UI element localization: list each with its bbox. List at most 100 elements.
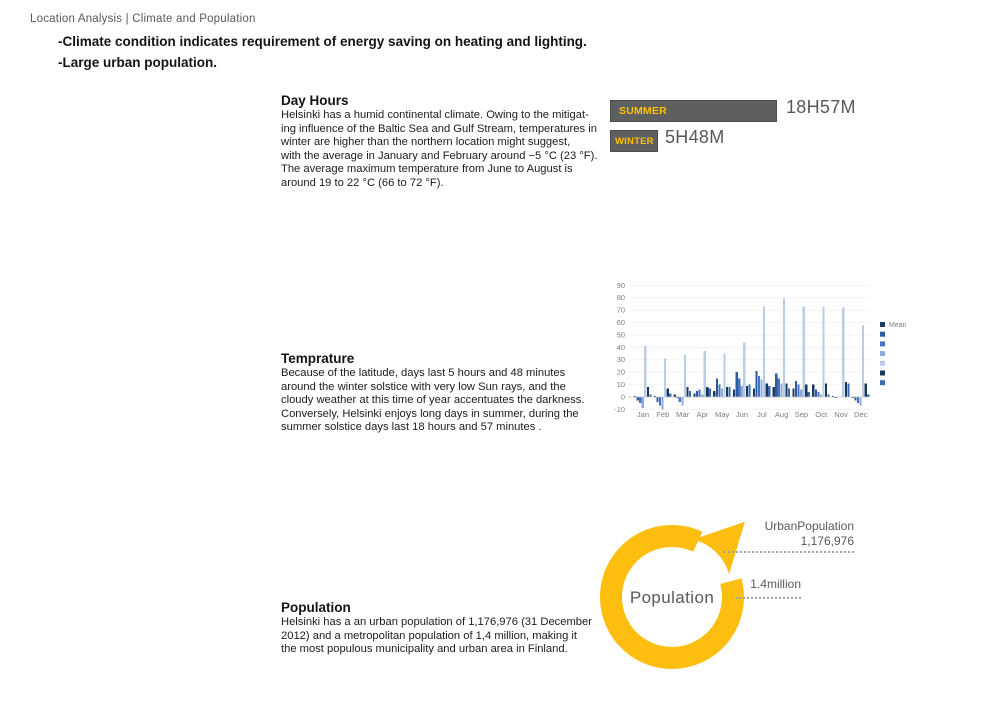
bar: [644, 346, 647, 397]
x-tick-label: Nov: [834, 410, 848, 419]
text-line: Helsinki has a an urban population of 1,…: [281, 616, 592, 628]
population-donut-chart: [599, 521, 745, 669]
bar: [832, 395, 835, 397]
bar: [807, 392, 810, 397]
text-line: winter are higher than the northern loca…: [281, 136, 571, 148]
bar: [787, 388, 791, 397]
bar: [693, 393, 696, 397]
text-line: Because of the latitude, days last 5 hou…: [281, 367, 566, 379]
donut-arrow-wedge: [693, 521, 745, 575]
bar: [752, 388, 755, 397]
temperature-body: Because of the latitude, days last 5 hou…: [281, 367, 616, 435]
bar: [728, 387, 731, 397]
bar: [688, 390, 692, 397]
bar: [720, 388, 724, 397]
summer-daylight-value: 18H57M: [786, 97, 856, 117]
legend-swatch: [880, 322, 885, 327]
y-tick-label: 20: [617, 368, 625, 377]
x-tick-label: Sep: [795, 410, 809, 419]
bar: [713, 390, 716, 397]
winter-daylight-value: 5H48M: [665, 127, 725, 147]
day-hours-heading: Day Hours: [281, 93, 349, 108]
bar: [780, 383, 783, 397]
bar: [760, 379, 763, 397]
summer-bar-label: SUMMER: [619, 105, 667, 117]
legend-swatch: [880, 331, 885, 337]
bar: [864, 383, 867, 397]
x-tick-label: May: [715, 410, 730, 419]
dotted-leader-urban: [723, 543, 854, 553]
summer-daylight-bar: SUMMER: [610, 100, 777, 122]
section-temperature: Temprature Because of the latitude, days…: [281, 351, 616, 435]
callout-metro-population: 1.4million: [750, 577, 801, 591]
bar: [636, 397, 639, 401]
bar: [718, 384, 721, 397]
bar: [701, 394, 704, 397]
bar: [661, 397, 664, 410]
x-tick-label: Oct: [815, 410, 828, 419]
text-line: cloudy weather at this time of year acce…: [281, 394, 585, 406]
bar: [775, 373, 778, 397]
text-line: The average maximum temperature from Jun…: [281, 163, 573, 175]
bar: [800, 389, 803, 397]
text-line: 2012) and a metropolitan population of 1…: [281, 629, 578, 642]
bar: [681, 397, 684, 406]
bar: [859, 397, 862, 406]
text-line: around the winter solstice with very low…: [281, 380, 566, 393]
bar: [854, 397, 857, 401]
bar: [673, 394, 676, 397]
bar: [748, 384, 751, 397]
bar: [695, 390, 699, 397]
x-tick-label: Jan: [637, 410, 649, 419]
bar: [646, 387, 649, 397]
bar: [805, 384, 808, 397]
population-body: Helsinki has a an urban population of 1,…: [281, 616, 616, 657]
bar: [735, 372, 738, 397]
bar: [797, 384, 800, 397]
bar: [755, 370, 758, 397]
y-tick-label: 30: [617, 355, 625, 364]
temperature-heading: Temprature: [281, 351, 355, 366]
x-tick-label: Jun: [736, 410, 748, 419]
bar: [703, 351, 706, 397]
text-line: Helsinki has a humid continental climate…: [281, 109, 589, 121]
bar: [842, 307, 845, 397]
y-tick-label: 40: [617, 343, 625, 352]
section-population: Population Helsinki has a an urban popul…: [281, 600, 616, 657]
bar: [658, 397, 662, 406]
bar: [698, 389, 701, 397]
bar: [641, 397, 644, 409]
legend-swatch: [880, 360, 885, 366]
bar: [834, 397, 837, 399]
donut-ring: [599, 524, 744, 669]
text-line: around 19 to 22 °C (66 to 72 °F).: [281, 176, 444, 189]
bar: [708, 388, 711, 397]
bar: [844, 382, 847, 397]
x-tick-label: Dec: [854, 410, 868, 419]
bar: [745, 385, 748, 397]
y-tick-label: 50: [617, 330, 625, 339]
bar: [822, 306, 825, 397]
legend-swatch: [880, 351, 885, 357]
bar: [656, 397, 659, 402]
bar: [676, 397, 679, 399]
monthly-climate-bar-chart: 90 80 70 60 50 40 30 20 10 0 -10 Jan Feb Mar Apr May Jun…: [614, 281, 906, 419]
urban-population-value: 1,176,976: [800, 533, 854, 548]
urban-population-label: UrbanPopulation: [764, 519, 854, 533]
bar: [782, 297, 785, 397]
bar: [738, 378, 741, 397]
callout-urban-population: UrbanPopulation 1,176,976: [700, 519, 854, 548]
winter-daylight-bar: WINTER: [610, 130, 658, 152]
y-tick-label: 70: [617, 306, 625, 315]
bar: [794, 380, 798, 397]
day-hours-body: Helsinki has a humid continental climate…: [281, 109, 616, 190]
x-tick-label: Mar: [676, 410, 690, 419]
bar: [725, 387, 729, 397]
bar: [812, 384, 815, 397]
bar: [777, 378, 780, 397]
bar: [664, 358, 667, 397]
y-tick-label: 80: [617, 293, 625, 302]
dotted-leader-metro: [736, 589, 801, 599]
bar: [765, 383, 768, 397]
